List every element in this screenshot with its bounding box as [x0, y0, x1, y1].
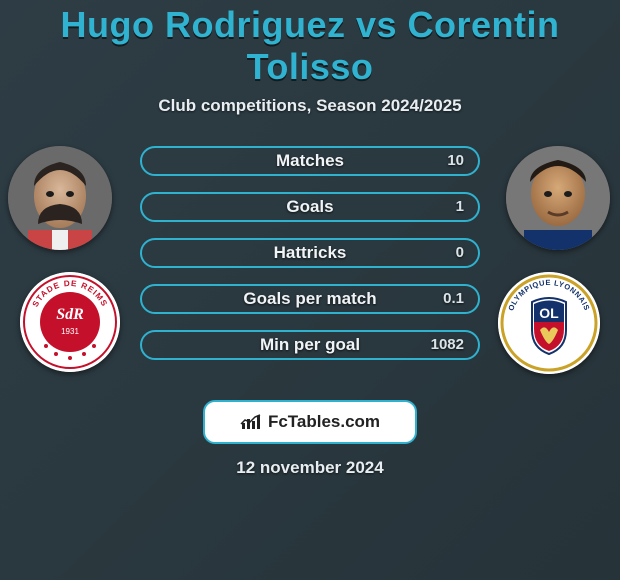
stat-label: Min per goal — [142, 332, 478, 358]
date-text: 12 november 2024 — [0, 458, 620, 478]
stat-label: Goals — [142, 194, 478, 220]
svg-text:OL: OL — [539, 305, 559, 321]
page-title: Hugo Rodriguez vs Corentin Tolisso — [0, 4, 620, 88]
stat-value-right: 1082 — [431, 332, 464, 358]
stat-value-right: 10 — [447, 148, 464, 174]
stat-row: Matches 10 — [140, 146, 480, 176]
stat-value-right: 0.1 — [443, 286, 464, 312]
stat-label: Matches — [142, 148, 478, 174]
player-left-avatar — [8, 146, 112, 250]
stat-row: Goals 1 — [140, 192, 480, 222]
stat-label: Goals per match — [142, 286, 478, 312]
brand-text: FcTables.com — [268, 412, 380, 432]
stat-row: Goals per match 0.1 — [140, 284, 480, 314]
svg-text:SdR: SdR — [56, 306, 84, 323]
brand-box: FcTables.com — [203, 400, 417, 444]
stat-label: Hattricks — [142, 240, 478, 266]
stat-value-right: 0 — [456, 240, 464, 266]
svg-text:1931: 1931 — [61, 327, 79, 336]
club-left-badge: SdR 1931 STADE DE REIMS — [20, 272, 120, 372]
stat-value-right: 1 — [456, 194, 464, 220]
comparison-area: SdR 1931 STADE DE REIMS OL — [0, 140, 620, 400]
stat-row: Min per goal 1082 — [140, 330, 480, 360]
chart-icon — [240, 413, 262, 431]
club-right-badge: OL OLYMPIQUE LYONNAIS — [498, 272, 600, 374]
stat-row: Hattricks 0 — [140, 238, 480, 268]
player-right-avatar — [506, 146, 610, 250]
stat-rows: Matches 10 Goals 1 Hattricks 0 Goals per… — [140, 146, 480, 376]
subtitle: Club competitions, Season 2024/2025 — [0, 96, 620, 116]
